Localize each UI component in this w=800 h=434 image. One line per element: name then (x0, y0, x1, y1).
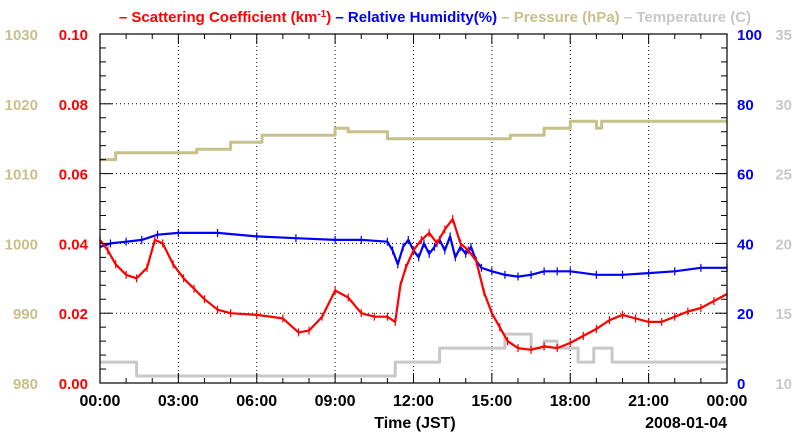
temp-tick-label: 30 (775, 97, 792, 114)
legend-scatter-sup: -1 (317, 9, 326, 20)
x-tick-label: 18:00 (550, 393, 591, 410)
chart-title: – Scattering Coefficient (km-1) – Relati… (119, 9, 751, 27)
legend-scatter: – Scattering Coefficient (km (119, 9, 317, 26)
x-axis-labels: 00:00 03:00 06:00 09:00 12:00 15:00 18:00 21:00… (80, 393, 748, 410)
x-tick-label: 00:00 (707, 393, 748, 410)
x-tick-label: 03:00 (158, 393, 199, 410)
series-pressure-hpa (100, 119, 727, 162)
rh-tick-label: 100 (737, 27, 762, 44)
pressure-tick-label: 1020 (5, 97, 38, 114)
x-axis-title: Time (JST) (374, 415, 456, 432)
legend-temp: – Temperature (C) (620, 9, 751, 26)
x-tick-label: 15:00 (471, 393, 512, 410)
scatter-tick-label: 0.06 (59, 167, 88, 184)
x-tick-label: 21:00 (628, 393, 669, 410)
temp-tick-label: 35 (775, 27, 792, 44)
rh-tick-label: 60 (737, 167, 754, 184)
grid-lines (100, 34, 727, 383)
temp-tick-label: 25 (775, 167, 792, 184)
scatter-tick-label: 0.10 (59, 27, 88, 44)
rh-tick-label: 20 (737, 306, 754, 323)
legend-press: – Pressure (hPa) (497, 9, 620, 26)
y-axis-labels: 98099010001010102010300.000.020.040.060.… (5, 27, 792, 393)
series-temperature-c (100, 332, 727, 378)
temp-tick-label: 20 (775, 236, 792, 253)
scatter-tick-label: 0.00 (59, 376, 88, 393)
x-tick-label: 12:00 (393, 393, 434, 410)
temp-tick-label: 15 (775, 306, 792, 323)
legend-scatter-tail: ) (326, 9, 331, 26)
x-tick-label: 09:00 (315, 393, 356, 410)
pressure-tick-label: 1030 (5, 27, 38, 44)
scatter-tick-label: 0.08 (59, 97, 88, 114)
pressure-tick-label: 1000 (5, 236, 38, 253)
series-layer (99, 119, 728, 378)
axis-ticks (99, 33, 728, 384)
scatter-tick-label: 0.02 (59, 306, 88, 323)
rh-tick-label: 80 (737, 97, 754, 114)
pressure-tick-label: 980 (13, 376, 38, 393)
x-tick-label: 00:00 (80, 393, 121, 410)
date-label: 2008-01-04 (645, 415, 727, 432)
pressure-tick-label: 1010 (5, 167, 38, 184)
scatter-tick-label: 0.04 (59, 236, 89, 253)
x-tick-label: 06:00 (236, 393, 277, 410)
pressure-tick-label: 990 (13, 306, 38, 323)
rh-tick-label: 40 (737, 236, 754, 253)
temp-tick-label: 10 (775, 376, 792, 393)
rh-tick-label: 0 (737, 376, 745, 393)
legend-rh: – Relative Humidity(%) (331, 9, 497, 26)
